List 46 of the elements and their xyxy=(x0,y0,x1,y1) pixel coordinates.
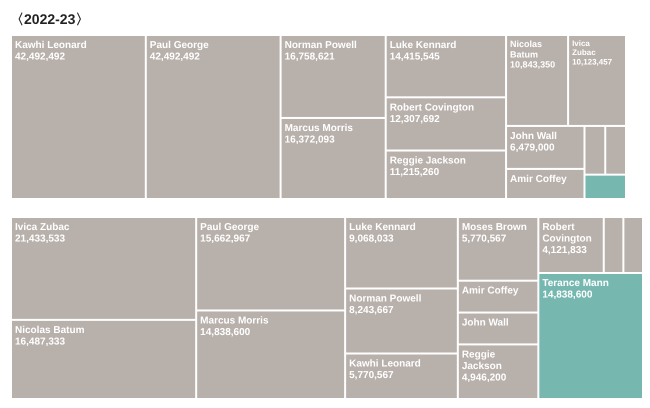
category-label: Marcus Morris xyxy=(284,122,354,134)
data-label: 8,243,667 xyxy=(349,305,394,316)
data-label: 12,307,692 xyxy=(390,114,440,125)
category-label: Luke Kennard xyxy=(390,40,456,51)
data-label: 10,843,350 xyxy=(510,60,556,70)
category-label: Marcus Morris xyxy=(200,315,269,326)
category-label: Paul George xyxy=(200,222,260,233)
data-label: 10,123,457 xyxy=(572,57,613,66)
data-label: 16,372,093 xyxy=(284,134,336,146)
data-label: 16,758,621 xyxy=(284,52,336,62)
category-label: Norman Powell xyxy=(349,294,422,304)
data-label: 5,770,567 xyxy=(349,370,394,381)
category-label: Nicolas Batum xyxy=(15,324,85,336)
category-label: Robert Covington xyxy=(542,222,592,244)
category-label: Kawhi Leonard xyxy=(15,40,87,51)
data-label: 21,433,533 xyxy=(15,234,66,244)
category-label: Kawhi Leonard xyxy=(349,358,421,370)
data-label: 4,121,833 xyxy=(542,245,588,256)
category-label: Paul George xyxy=(150,40,210,51)
category-label: Reggie Jackson xyxy=(390,156,466,167)
category-label: Amir Coffey xyxy=(462,286,519,297)
data-label: 14,838,600 xyxy=(542,290,593,300)
data-label: 5,770,567 xyxy=(462,234,507,244)
data-label: 42,492,492 xyxy=(150,52,200,62)
category-label: Luke Kennard xyxy=(349,222,416,233)
data-label: 14,415,545 xyxy=(390,52,440,62)
category-label: Terance Mann xyxy=(542,278,609,289)
data-label: 4,946,200 xyxy=(462,372,507,384)
category-label: Norman Powell xyxy=(284,40,358,51)
data-label: 14,838,600 xyxy=(200,326,251,338)
category-label: Reggie Jackson xyxy=(462,349,502,372)
category-label: John Wall xyxy=(462,318,509,329)
data-label: 42,492,492 xyxy=(15,52,66,62)
text: 〈2022-23〉 xyxy=(10,11,90,27)
category-label: John Wall xyxy=(510,130,558,142)
data-label: 15,662,967 xyxy=(200,234,251,244)
category-label: Ivica Zubac xyxy=(15,222,70,233)
category-label: Robert Covington xyxy=(390,102,474,114)
data-label: 11,215,260 xyxy=(390,167,440,178)
category-label: Moses Brown xyxy=(462,222,527,233)
category-label: Ivica Zubac xyxy=(572,39,596,58)
data-label: 6,479,000 xyxy=(510,142,555,154)
category-label: Nicolas Batum xyxy=(510,39,542,60)
category-label: Amir Coffey xyxy=(510,174,568,185)
data-label: 16,487,333 xyxy=(15,336,66,348)
data-label: 9,068,033 xyxy=(349,234,394,244)
